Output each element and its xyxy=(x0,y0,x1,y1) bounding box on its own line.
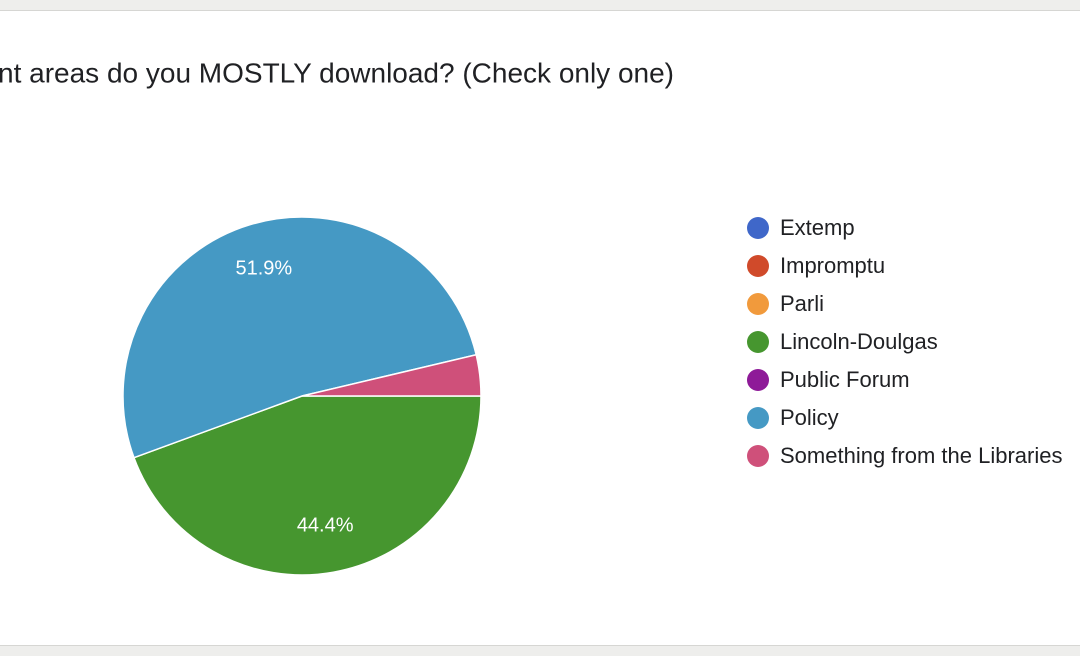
legend-swatch xyxy=(747,331,769,353)
legend-label: Lincoln-Doulgas xyxy=(780,329,938,354)
pie-slice xyxy=(133,395,482,576)
pie-slice xyxy=(122,216,478,459)
legend-swatch xyxy=(747,369,769,391)
legend-label: Extemp xyxy=(780,215,855,240)
legend-swatch xyxy=(747,217,769,239)
legend-swatch xyxy=(747,445,769,467)
pie-slice xyxy=(301,353,482,397)
slice-label: 44.4% xyxy=(297,515,354,537)
legend-label: Impromptu xyxy=(780,253,885,278)
legend-swatch xyxy=(747,407,769,429)
legend-label: Something from the Libraries xyxy=(780,443,1062,468)
legend-label: Parli xyxy=(780,291,824,316)
legend-swatch xyxy=(747,293,769,315)
legend-label: Policy xyxy=(780,405,839,430)
slice-label: 51.9% xyxy=(235,257,292,279)
legend-label: Public Forum xyxy=(780,367,910,392)
legend-swatch xyxy=(747,255,769,277)
chart-title: nt areas do you MOSTLY download? (Check … xyxy=(0,57,674,88)
